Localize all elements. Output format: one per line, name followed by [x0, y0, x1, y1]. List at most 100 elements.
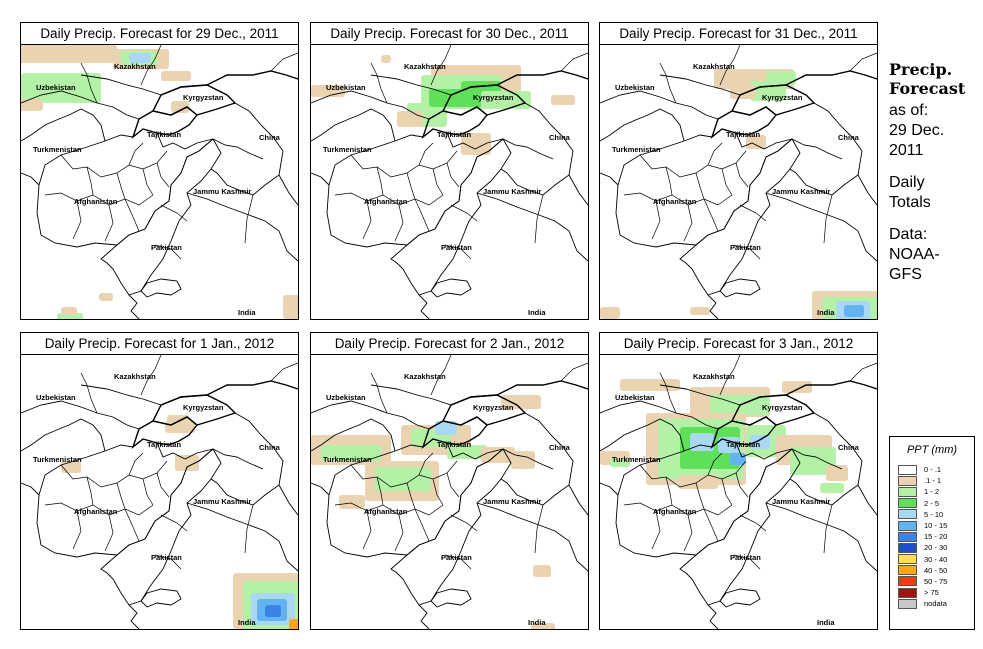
totals-note: Daily Totals	[889, 174, 931, 211]
map-label-jammu-kashmir: Jammu Kashmir	[772, 497, 830, 506]
boundary-line	[450, 70, 588, 96]
map-label-tajikistan: Tajikistan	[147, 440, 181, 449]
boundary-line	[502, 448, 554, 470]
boundary-line	[560, 52, 588, 72]
forecast-info: Precip. Forecast as of: 29 Dec. 2011 Dai…	[889, 60, 981, 285]
boundary-line	[739, 380, 877, 406]
map-label-tajikistan: Tajikistan	[147, 130, 181, 139]
map-label-china: China	[838, 133, 860, 142]
precip-area	[531, 623, 555, 629]
boundary-line	[623, 192, 733, 206]
boundary-line	[735, 472, 749, 498]
precip-area	[826, 465, 848, 481]
legend-swatch	[898, 598, 917, 609]
boundary-line	[350, 150, 458, 178]
precip-area	[730, 453, 746, 465]
boundary-line	[140, 355, 162, 396]
legend-label: 1 - 2	[924, 487, 940, 497]
precip-area	[289, 619, 298, 629]
legend-title: PPT (mm)	[906, 444, 958, 456]
precip-area	[820, 483, 844, 493]
precip-area	[129, 53, 151, 63]
map-label-pakistan: Pakistan	[441, 553, 472, 562]
boundary-line	[446, 162, 460, 188]
boundary-line	[72, 200, 82, 240]
boundary-line	[789, 102, 863, 196]
legend-swatch	[898, 475, 917, 486]
boundary-line	[100, 138, 222, 296]
boundary-line	[370, 384, 452, 406]
boundary-line	[560, 362, 588, 382]
boundary-line	[721, 168, 733, 196]
boundary-line	[80, 372, 98, 414]
boundary-line	[334, 502, 444, 516]
map-label-india: India	[528, 308, 546, 317]
precip-area	[171, 101, 189, 113]
boundary-line	[600, 172, 619, 186]
map-label-kazakhstan: Kazakhstan	[114, 62, 156, 71]
boundary-line	[370, 62, 388, 104]
precip-area	[718, 437, 740, 453]
map-label-turkmenistan: Turkmenistan	[323, 455, 372, 464]
boundary-line	[72, 510, 82, 550]
boundary-line	[140, 45, 162, 86]
map-label-uzbekistan: Uzbekistan	[615, 393, 655, 402]
map-label-jammu-kashmir: Jammu Kashmir	[772, 187, 830, 196]
boundary-line	[124, 198, 140, 232]
boundary-line	[394, 514, 404, 552]
precip-area	[600, 307, 620, 319]
boundary-line	[659, 384, 741, 406]
map-label-kyrgyzstan: Kyrgyzstan	[762, 93, 803, 102]
precip-area	[551, 95, 575, 105]
boundary-line	[432, 168, 444, 196]
boundary-line	[100, 448, 222, 606]
legend-label: > 75	[924, 588, 939, 598]
boundary-line	[857, 484, 877, 516]
boundary-line	[418, 452, 434, 476]
legend-swatch	[898, 464, 917, 475]
boundary-line	[80, 74, 162, 96]
boundary-line	[212, 138, 264, 160]
legend-label: .1 - 1	[924, 476, 942, 486]
boundary-line	[104, 204, 114, 242]
map-label-china: China	[549, 133, 571, 142]
precip-area	[766, 71, 796, 85]
legend-item: 15 - 20	[898, 531, 947, 542]
forecast-panel-5: Daily Precip. Forecast for 2 Jan., 2012 …	[310, 332, 589, 630]
boundary-line	[600, 400, 719, 430]
map-label-china: China	[838, 443, 860, 452]
boundary-line	[376, 476, 384, 506]
map-label-kyrgyzstan: Kyrgyzstan	[183, 93, 224, 102]
boundary-line	[733, 554, 761, 570]
map-label-kyrgyzstan: Kyrgyzstan	[473, 403, 514, 412]
precip-area	[730, 85, 756, 99]
map-label-china: China	[549, 443, 571, 452]
legend-swatch	[898, 486, 917, 497]
map-label-kyrgyzstan: Kyrgyzstan	[183, 403, 224, 412]
legend-swatch	[898, 554, 917, 565]
boundary-line	[707, 604, 719, 629]
boundary-line	[128, 142, 144, 166]
boundary-line	[414, 508, 430, 542]
boundary-line	[765, 192, 877, 262]
boundary-line	[500, 412, 574, 506]
legend-label: 10 - 15	[924, 521, 948, 531]
boundary-line	[444, 244, 472, 260]
precip-area	[283, 295, 298, 319]
map-label-afghanistan: Afghanistan	[653, 507, 697, 516]
map-label-uzbekistan: Uzbekistan	[36, 393, 76, 402]
boundary-line	[278, 484, 298, 516]
legend-label: 5 - 10	[924, 509, 944, 519]
precip-area	[321, 445, 381, 461]
boundary-line	[270, 362, 298, 382]
legend-item: 30 - 40	[898, 554, 947, 565]
boundary-line	[414, 198, 430, 232]
boundary-line	[376, 166, 384, 196]
boundary-line	[244, 504, 254, 554]
boundary-line	[849, 52, 877, 72]
legend-swatch	[898, 542, 917, 553]
map-label-india: India	[817, 618, 835, 627]
legend-item: 0 - .1	[898, 464, 947, 475]
boundary-line	[140, 278, 182, 298]
boundary-line	[104, 514, 114, 552]
